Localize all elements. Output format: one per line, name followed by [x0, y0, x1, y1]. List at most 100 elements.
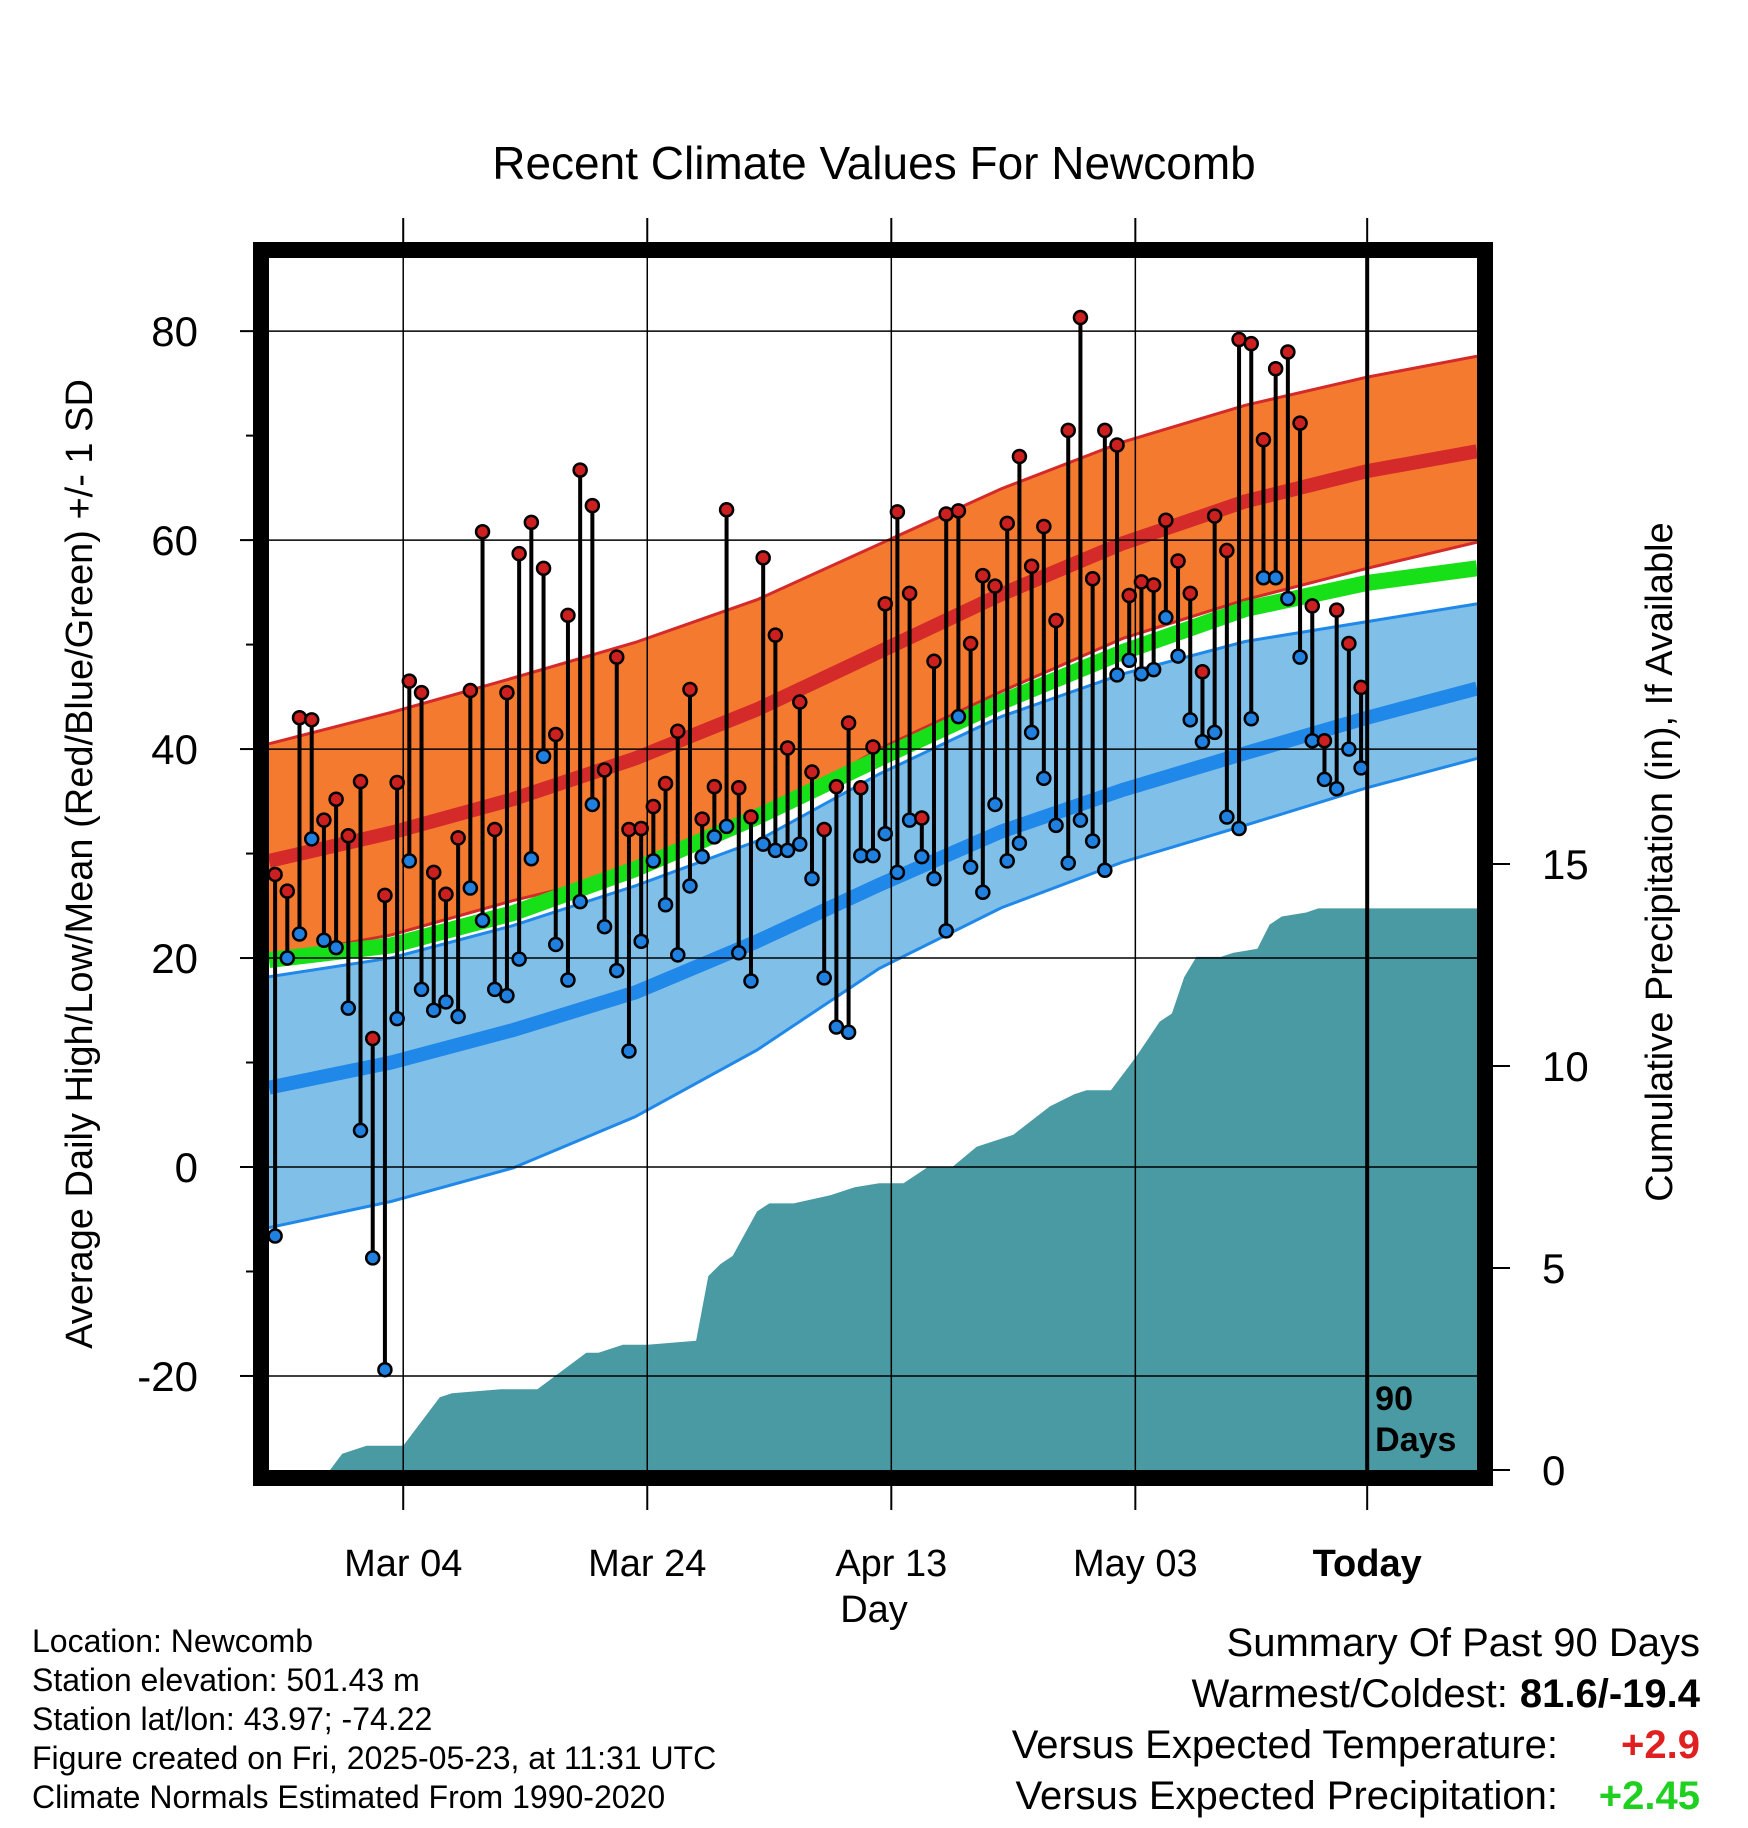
- temp-row: Versus Expected Temperature: +2.9: [1012, 1720, 1700, 1771]
- daily-low-point: [1292, 649, 1308, 665]
- y-tick-label: 40: [151, 726, 198, 773]
- daily-high-point: [377, 887, 393, 904]
- daily-high-point: [1182, 585, 1199, 602]
- daily-low-point: [1243, 711, 1260, 727]
- daily-high-point: [718, 502, 735, 518]
- daily-low-point: [1206, 724, 1223, 741]
- daily-low-point: [462, 880, 479, 896]
- summary-heading: Summary Of Past 90 Days: [1226, 1621, 1700, 1665]
- y2-tick-label: 0: [1542, 1447, 1565, 1494]
- daily-low-point: [547, 936, 564, 953]
- summary-panel: Summary Of Past 90 Days Warmest/Coldest:…: [1012, 1618, 1700, 1822]
- daily-high-point: [1292, 415, 1308, 431]
- daily-high-point: [804, 764, 820, 780]
- daily-high-point: [1328, 602, 1345, 618]
- daily-low-point: [425, 1002, 442, 1019]
- daily-low-point: [731, 945, 747, 961]
- daily-low-point: [1280, 590, 1296, 607]
- daily-high-point: [645, 798, 662, 815]
- daily-high-point: [914, 810, 930, 826]
- daily-low-point: [291, 926, 308, 942]
- daily-high-point: [1304, 598, 1321, 614]
- daily-low-point: [1316, 771, 1333, 788]
- daily-low-point: [1084, 833, 1101, 849]
- station-info: Location: Newcomb Station elevation: 501…: [32, 1622, 716, 1817]
- daily-low-point: [279, 950, 296, 966]
- y2-tick-label: 15: [1542, 841, 1589, 888]
- daily-low-point: [901, 812, 918, 828]
- daily-low-point: [352, 1122, 369, 1139]
- daily-high-point: [596, 762, 613, 778]
- daily-high-point: [999, 515, 1015, 532]
- daily-high-point: [1145, 577, 1162, 593]
- daily-high-point: [1219, 542, 1235, 559]
- daily-high-point: [840, 715, 857, 731]
- daily-high-point: [1048, 612, 1064, 629]
- daily-high-point: [877, 596, 893, 612]
- daily-high-point: [328, 791, 344, 807]
- daily-low-point: [792, 836, 808, 852]
- daily-high-point: [1267, 361, 1284, 377]
- daily-high-point: [755, 550, 771, 566]
- daily-high-point: [682, 681, 698, 698]
- daily-low-point: [755, 836, 771, 852]
- daily-low-point: [596, 918, 613, 935]
- daily-low-point: [535, 748, 552, 765]
- daily-high-point: [1060, 422, 1076, 439]
- daily-low-point: [1353, 760, 1369, 776]
- daily-high-point: [584, 497, 601, 514]
- created-text: Figure created on Fri, 2025-05-23, at 11…: [32, 1740, 717, 1776]
- daily-high-point: [425, 864, 442, 881]
- elevation-text: Station elevation: 501.43 m: [32, 1662, 420, 1698]
- daily-high-point: [853, 779, 869, 796]
- daily-low-point: [499, 987, 515, 1004]
- daily-low-point: [1158, 609, 1174, 626]
- daily-low-point: [1170, 648, 1186, 664]
- y-tick-label: 0: [175, 1144, 198, 1191]
- daily-low-point: [1231, 820, 1247, 837]
- daily-high-point: [316, 812, 332, 828]
- daily-low-point: [816, 970, 832, 986]
- daily-high-point: [1353, 679, 1369, 696]
- y-axis-label: Average Daily High/Low/Mean (Red/Blue/Gr…: [59, 379, 101, 1349]
- daily-high-point: [1158, 512, 1174, 529]
- daily-low-point: [999, 853, 1015, 869]
- daily-high-point: [1170, 553, 1186, 569]
- daily-low-point: [303, 831, 320, 847]
- daily-low-point: [1011, 835, 1028, 851]
- days-marker-label: 90: [1375, 1380, 1413, 1418]
- daily-high-point: [987, 578, 1003, 594]
- latlon-text: Station lat/lon: 43.97; -74.22: [32, 1701, 433, 1737]
- daily-low-point: [950, 708, 967, 725]
- daily-high-point: [938, 506, 954, 522]
- low-upper-edge: [269, 602, 1477, 979]
- climate-chart: Recent Climate Values For Newcomb 90Days…: [59, 137, 1681, 1631]
- warm-cold-label: Warmest/Coldest:: [1191, 1672, 1508, 1716]
- daily-low-point: [877, 825, 893, 842]
- precip-label: Versus Expected Precipitation:: [1015, 1774, 1558, 1818]
- daily-high-point: [901, 585, 918, 602]
- daily-high-point: [303, 712, 320, 728]
- daily-low-point: [377, 1361, 393, 1378]
- daily-low-point: [1341, 741, 1357, 757]
- daily-low-point: [865, 847, 881, 864]
- daily-low-point: [743, 973, 759, 989]
- daily-high-point: [1084, 571, 1101, 587]
- daily-high-point: [1243, 335, 1260, 352]
- daily-low-point: [1145, 661, 1162, 678]
- daily-high-point: [291, 709, 308, 726]
- daily-low-point: [621, 1043, 637, 1059]
- daily-low-point: [413, 981, 430, 998]
- low-sd-band: [269, 603, 1477, 1228]
- days-marker-label: Days: [1375, 1421, 1456, 1459]
- daily-high-point: [1206, 508, 1223, 524]
- daily-high-point: [731, 779, 747, 796]
- daily-high-point: [767, 627, 784, 643]
- daily-low-point: [1328, 781, 1345, 797]
- precip-area: [269, 908, 1477, 1470]
- daily-low-point: [657, 896, 674, 913]
- daily-low-point: [840, 1024, 857, 1040]
- y-tick-label: 60: [151, 517, 198, 564]
- daily-high-point: [1011, 448, 1028, 465]
- y-tick-label: 20: [151, 935, 198, 982]
